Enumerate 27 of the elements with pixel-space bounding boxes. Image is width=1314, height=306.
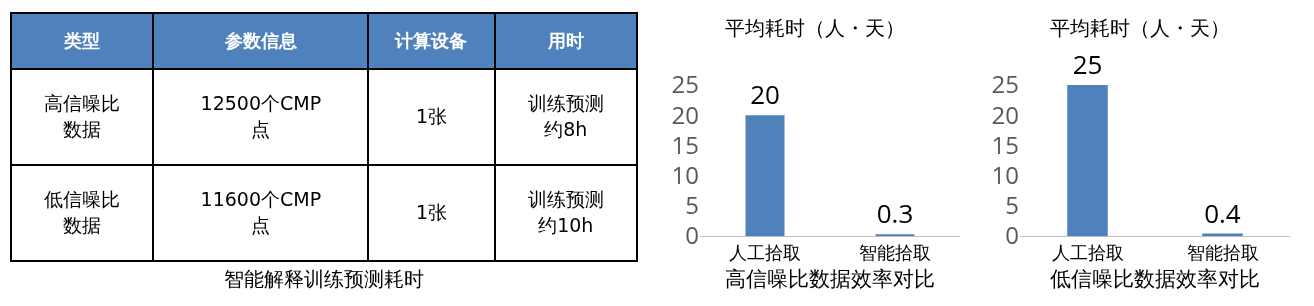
x-tick-label: 人工拾取 (1051, 239, 1124, 264)
chart-title: 平均耗时（人・天） (725, 16, 905, 41)
data-label: 0.4 (1204, 194, 1241, 231)
text: 高信噪比数据 (44, 92, 121, 140)
x-axis-title: 高信噪比数据效率对比 (725, 263, 935, 292)
chart-title: 平均耗时（人・天） (1050, 16, 1230, 41)
data-label: 25 (1072, 46, 1103, 82)
x-tick-label: 智能拾取 (1186, 239, 1259, 264)
text: 11600个CMP点 (200, 188, 322, 236)
text: 12500个CMP点 (200, 92, 322, 140)
category-label: 参数信息 (153, 13, 369, 69)
category-label: 类型 (11, 13, 154, 69)
text: 智能解释训练预测耗时 (223, 266, 425, 293)
x-axis-title: 低信噪比数据效率对比 (1050, 263, 1260, 292)
data-label: 0.3 (876, 195, 914, 232)
x-tick-label: 智能拾取 (859, 239, 931, 264)
text: 低信噪比数据 (44, 188, 121, 236)
data-label: 20 (750, 76, 780, 113)
text: 1张 (415, 105, 447, 127)
text: 训练预测约8h (527, 92, 604, 140)
text: 训练预测约10h (527, 188, 604, 236)
x-tick-label: 人工拾取 (729, 239, 801, 264)
y-tick-label: 10 (671, 158, 699, 191)
category-label: 计算设备 (368, 13, 495, 69)
text: 1张 (415, 201, 447, 223)
y-tick-label: 10 (991, 158, 1019, 191)
category-label: 用时 (494, 13, 637, 69)
